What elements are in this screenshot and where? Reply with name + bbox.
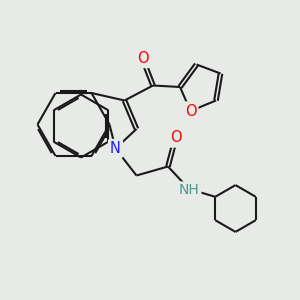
Text: O: O — [170, 130, 181, 146]
Text: NH: NH — [178, 184, 200, 197]
Text: O: O — [185, 103, 196, 118]
Text: O: O — [137, 51, 148, 66]
Text: N: N — [110, 141, 121, 156]
